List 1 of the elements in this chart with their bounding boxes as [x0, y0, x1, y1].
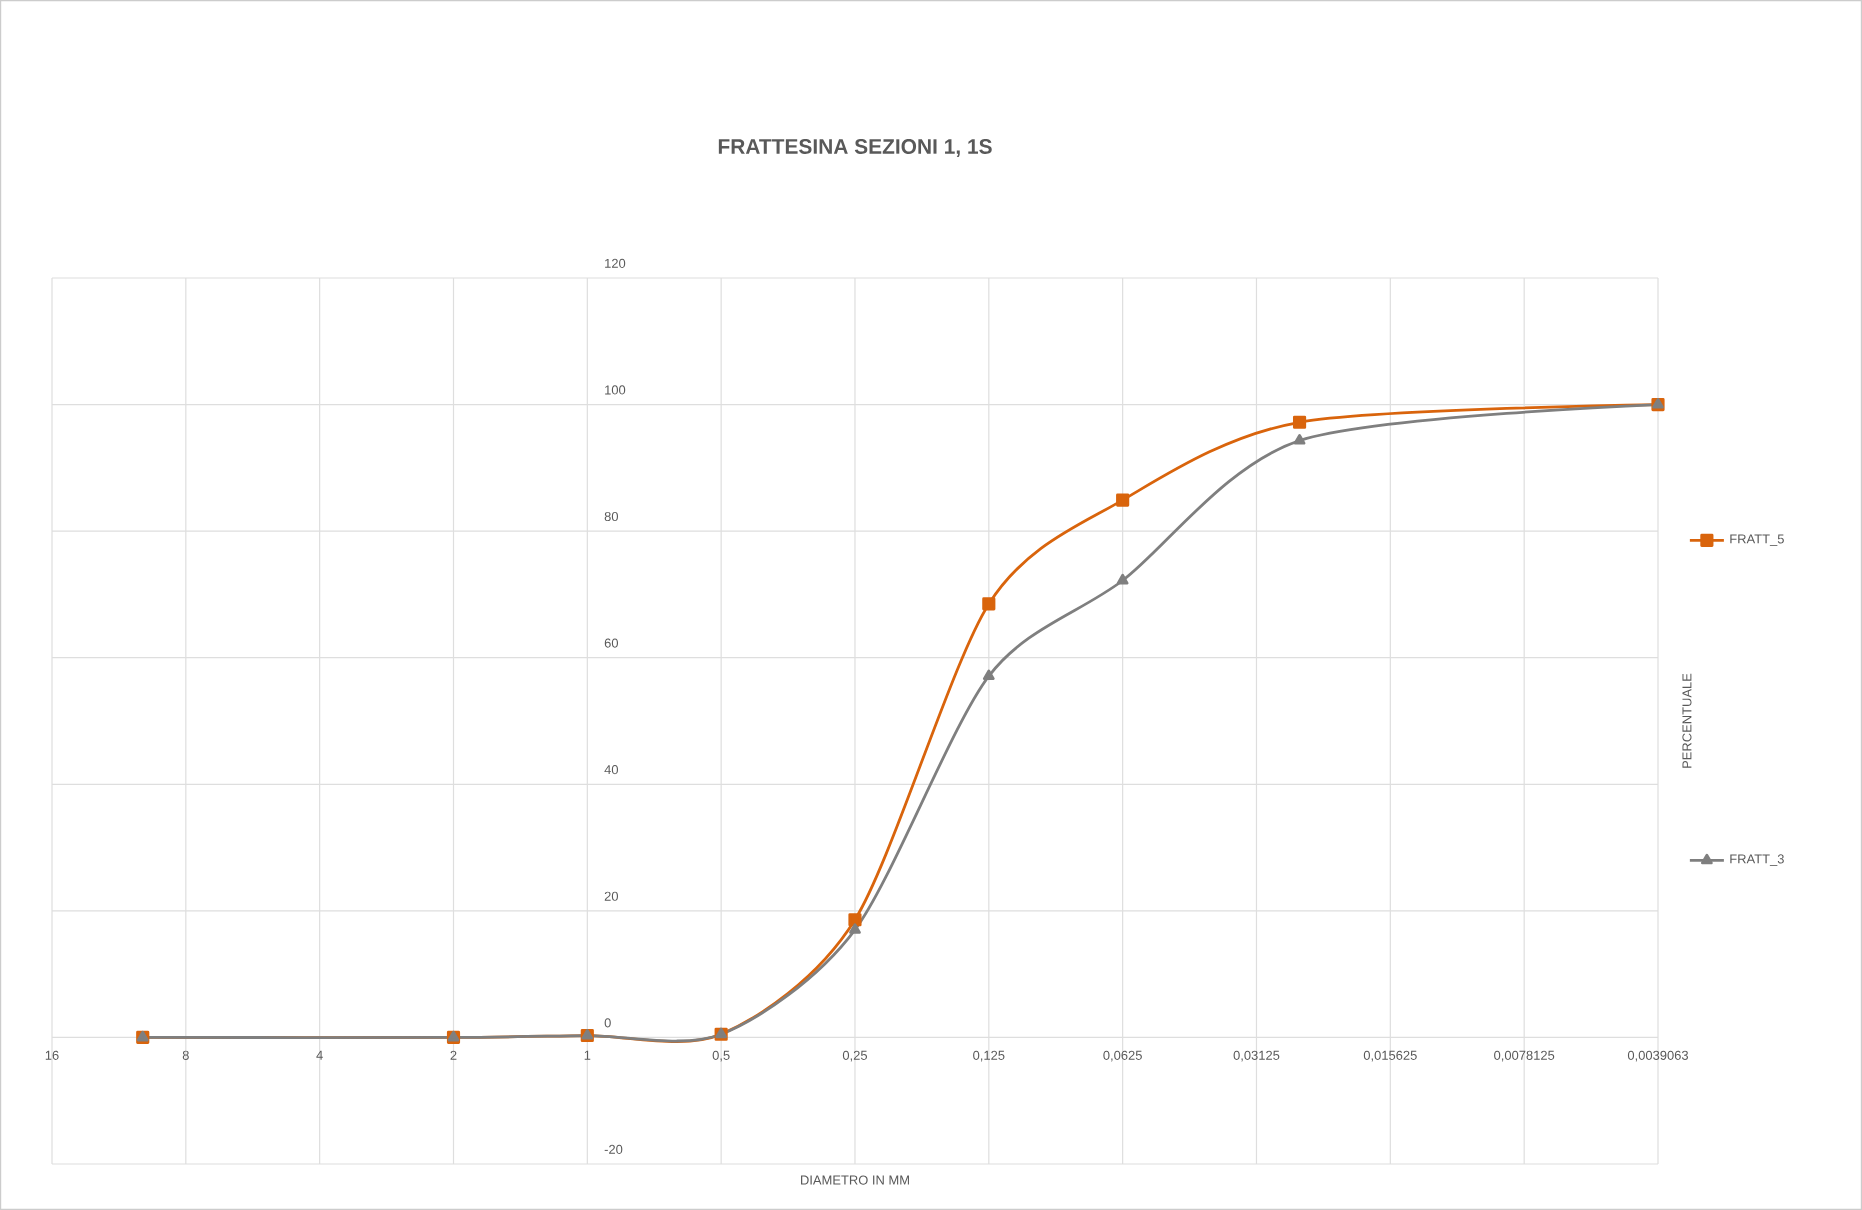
chart-title: FRATTESINA SEZIONI 1, 1S [718, 139, 992, 157]
